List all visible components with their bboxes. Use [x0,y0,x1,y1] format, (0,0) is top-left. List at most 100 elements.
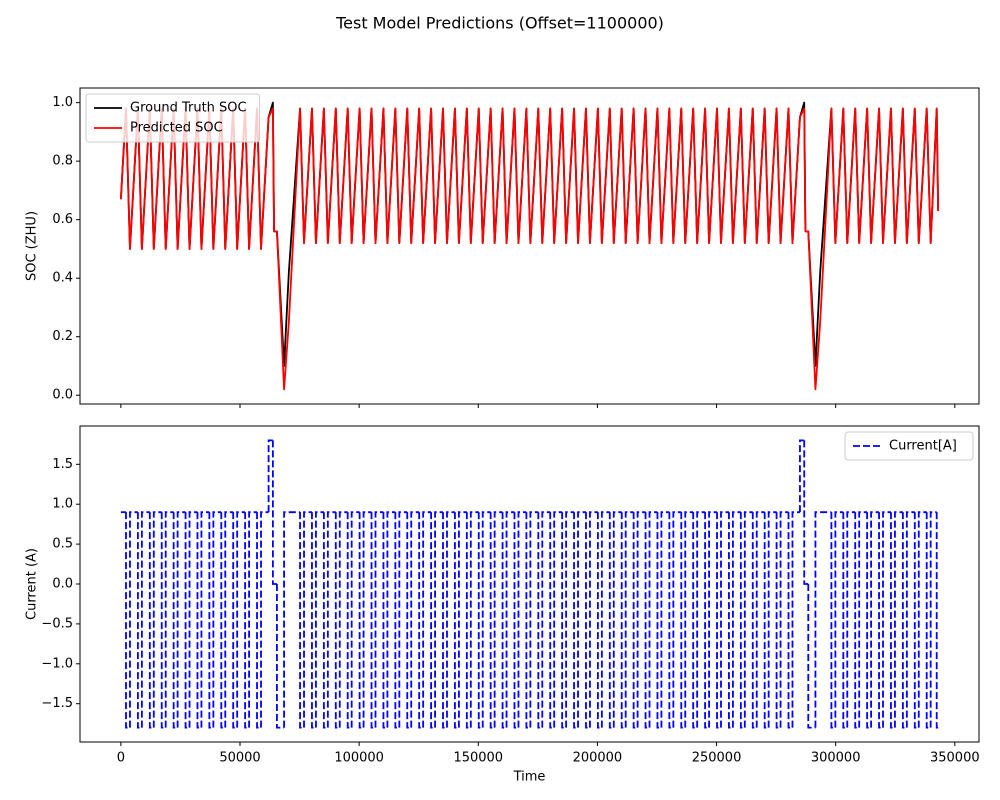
step-segment [537,512,543,729]
axes: 0.0 0.2 0.4 0.6 0.8 1.0 SOC (ZHU) Ground Truth … [25,87,980,408]
step-segment [656,512,662,729]
y-tick-label: 0.6 [52,212,73,227]
step-segment [196,512,202,729]
x-tick-label: 150000 [453,751,503,766]
step-segment [573,512,579,729]
step-segment [299,512,305,729]
step-segment [561,512,567,729]
step-segment [775,512,781,729]
step-segment [276,584,285,729]
step-segment [176,511,186,728]
y-tick-label: 0.8 [52,154,73,169]
step-segment [743,511,753,728]
y-tick-label: 1.5 [52,457,73,472]
step-segment [787,512,793,729]
step-segment [732,511,741,728]
axes-frame [79,87,980,405]
step-segment [660,511,670,728]
axes: 0 50000 100000 150000 200000 250000 300000 3500… [25,425,980,785]
legend-label: Predicted SOC [130,121,223,136]
step-segment [434,511,444,728]
step-segment [846,511,856,728]
step-segment [696,511,706,728]
step-segment [362,511,372,728]
step-segment [172,512,178,729]
step-segment [358,512,364,729]
step-segment [398,511,408,728]
step-segment [854,512,860,729]
axes-frame [79,425,980,743]
step-segment [803,440,806,585]
step-segment [410,511,420,728]
step-segment [708,511,718,728]
step-segment [481,511,491,728]
x-tick-label: 300000 [811,751,861,766]
y-tick-label: 0.0 [52,577,73,592]
step-segment [672,511,682,728]
step-segment [577,511,586,728]
step-segment [830,512,836,729]
y-tick-label: −1.0 [41,656,73,671]
legend: Ground Truth SOC Predicted SOC [85,93,261,143]
step-segment [160,512,166,729]
step-segment [260,511,269,728]
step-segment [200,511,210,728]
step-segment [767,511,777,728]
step-segment [905,511,915,728]
y-tick-label: 0.0 [52,388,73,403]
step-segment [901,512,907,729]
step-segment [716,512,721,729]
step-segment [140,511,150,728]
y-axis-label: Current (A) [25,548,40,620]
x-tick-label: 100000 [334,751,384,766]
step-segment [446,511,455,728]
step-segment [608,512,614,729]
step-segment [917,511,927,728]
legend-box [85,93,261,143]
step-segment [692,512,698,729]
step-segment [799,439,805,513]
step-segment [248,511,258,728]
step-segment [791,511,800,728]
step-segment [267,439,273,513]
step-segment [596,512,602,729]
step-segment [807,584,816,729]
x-tick-label: 0 [117,751,125,766]
step-segment [644,512,650,729]
step-segment [374,511,384,728]
step-segment [600,511,610,728]
series-line [119,107,940,391]
step-segment [763,512,769,729]
step-segment [303,511,312,728]
step-segment [680,512,686,729]
step-segment [418,512,424,729]
step-segment [236,511,246,728]
step-segment [929,511,937,728]
y-tick-label: −0.5 [41,616,73,631]
step-segment [370,512,376,729]
step-segment [517,511,527,728]
x-tick-label: 200000 [573,751,623,766]
x-axis-label: Time [513,770,546,785]
step-segment [137,512,142,729]
step-segment [870,511,880,728]
step-segment [232,512,238,729]
step-segment [256,512,262,729]
step-segment [129,511,138,728]
plot-area [119,101,940,391]
step-segment [208,512,214,729]
step-segment [620,512,626,729]
step-segment [842,512,848,729]
step-segment [565,511,575,728]
step-segment [125,512,130,729]
step-segment [386,511,396,728]
step-segment [311,512,316,729]
legend-box [844,431,974,461]
step-segment [422,511,432,728]
step-segment [271,440,275,585]
step-segment [148,512,154,729]
legend-label: Ground Truth SOC [130,101,247,116]
step-segment [529,511,539,728]
step-segment [878,512,884,729]
